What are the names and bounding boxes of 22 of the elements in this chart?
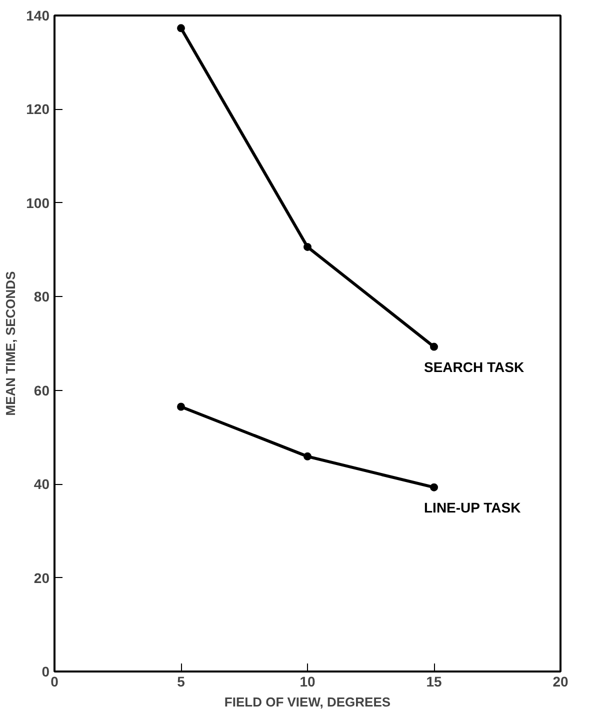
point [430, 483, 438, 492]
series-label: LINE-UP TASK [424, 499, 521, 516]
series-label: SEARCH TASK [424, 358, 524, 375]
point [304, 242, 312, 251]
point [177, 402, 185, 411]
y-tick-label: 120 [26, 101, 50, 118]
x-tick-label: 10 [300, 674, 316, 690]
y-tick-label: 100 [26, 194, 50, 211]
x-axis-title: FIELD OF VIEW, DEGREES [224, 694, 391, 710]
y-axis-title: MEAN TIME, SECONDS [3, 270, 18, 416]
y-tick-label: 20 [34, 570, 50, 586]
x-tick-label: 15 [426, 674, 442, 690]
y-tick-label: 60 [34, 382, 50, 398]
point [177, 24, 185, 32]
point [430, 342, 438, 351]
x-tick-label: 5 [177, 674, 186, 690]
x-tick-label: 20 [552, 674, 568, 690]
point [304, 452, 312, 460]
y-tick-label: 140 [26, 8, 50, 24]
y-tick-label: 80 [34, 288, 50, 305]
y-tick-label: 40 [34, 476, 50, 492]
y-tick-label: 0 [42, 664, 50, 680]
